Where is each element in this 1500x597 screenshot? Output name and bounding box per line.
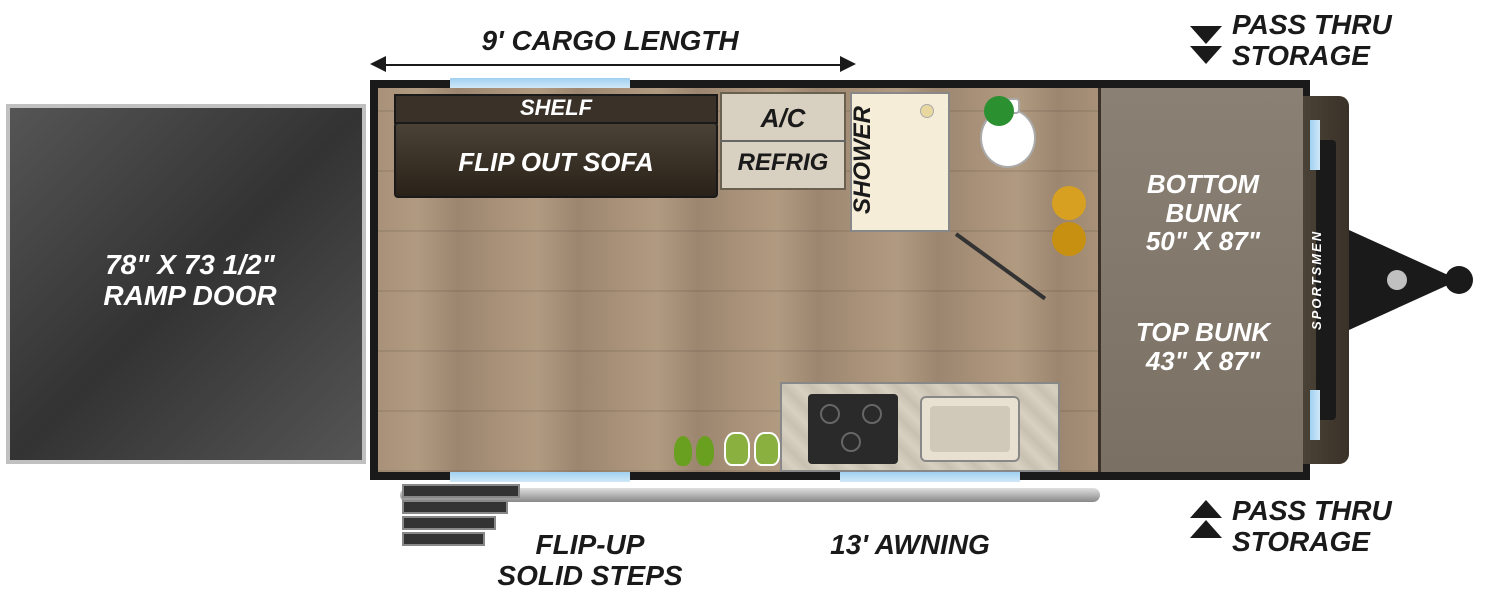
awning-label: 13' AWNING <box>780 530 1040 561</box>
refrig-label: REFRIG <box>720 150 846 176</box>
arrow-right-icon <box>840 56 856 72</box>
brand-logo-text: SPORTSMEN <box>1310 160 1340 400</box>
shower-drain-icon <box>920 104 934 118</box>
shelf-label: SHELF <box>394 96 718 120</box>
cargo-length-label: 9' CARGO LENGTH <box>420 26 800 57</box>
pass-thru-bottom-label: PASS THRU STORAGE <box>1232 496 1482 558</box>
cargo-dim-line <box>378 64 848 66</box>
window-icon <box>1310 390 1320 440</box>
chevron-down-icon <box>1186 24 1226 72</box>
window-icon <box>840 472 1020 482</box>
shower-label: SHOWER <box>850 100 880 220</box>
bottom-bunk-label: BOTTOM BUNK 50" X 87" <box>1108 170 1298 256</box>
ramp-door-label: 78" X 73 1/2" RAMP DOOR <box>40 250 340 312</box>
cooktop-icon <box>808 394 898 464</box>
chevron-up-icon <box>1186 492 1226 540</box>
pass-thru-top-label: PASS THRU STORAGE <box>1232 10 1482 72</box>
divider <box>720 140 846 142</box>
window-icon <box>450 472 630 482</box>
towel-icon <box>984 96 1014 126</box>
hitch-icon <box>1349 220 1479 340</box>
flip-up-steps-label: FLIP-UP SOLID STEPS <box>460 530 720 592</box>
towel-icon <box>1052 186 1086 220</box>
window-icon <box>1310 120 1320 170</box>
window-icon <box>450 78 630 88</box>
sink-basin-icon <box>930 406 1010 452</box>
towel-icon <box>1052 222 1086 256</box>
flipflops-icon <box>696 436 714 466</box>
sneakers-icon <box>754 432 780 466</box>
sneakers-icon <box>724 432 750 466</box>
flipflops-icon <box>674 436 692 466</box>
sofa-label: FLIP OUT SOFA <box>394 148 718 177</box>
bunk-area <box>1098 88 1303 472</box>
top-bunk-label: TOP BUNK 43" X 87" <box>1108 318 1298 375</box>
arrow-left-icon <box>370 56 386 72</box>
ac-label: A/C <box>720 104 846 133</box>
